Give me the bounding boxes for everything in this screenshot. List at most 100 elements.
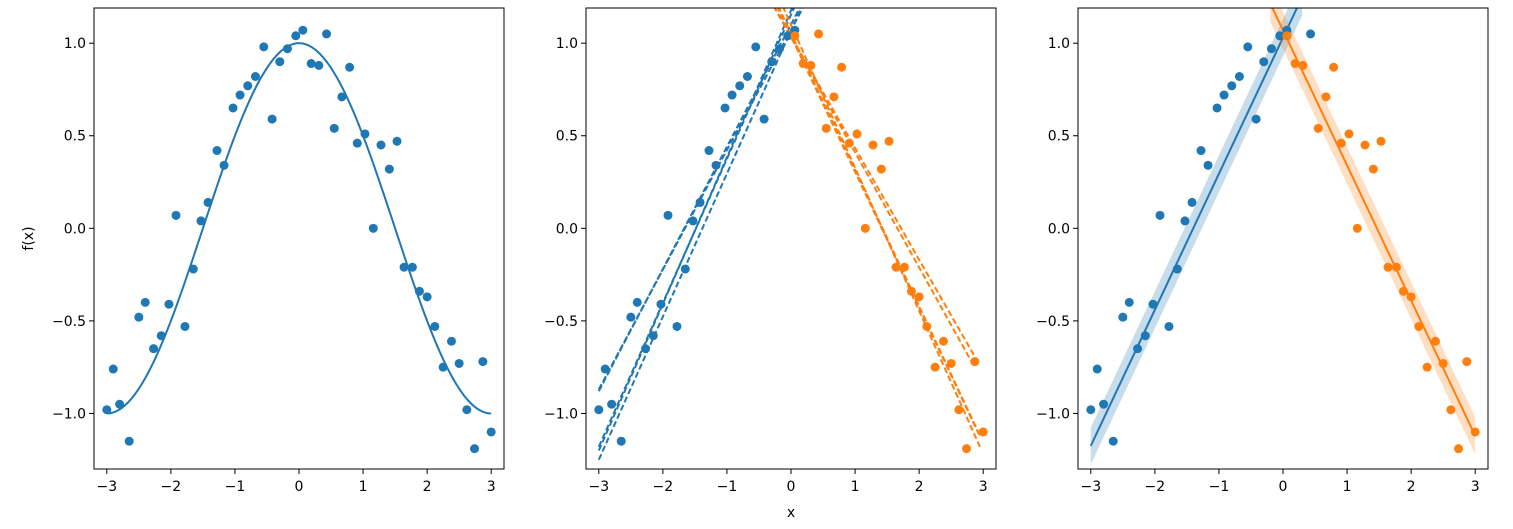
fit-line-0 — [1089, 8, 1299, 447]
left-panel: −3 −2 −1 0 1 2 3 −1.0 −0.5 0.0 0.5 1.0 f(x) — [21, 7, 505, 495]
data-point-36 — [384, 164, 394, 174]
data-point-0-21 — [759, 114, 769, 124]
data-point-7 — [156, 331, 166, 341]
data-point-1-3 — [814, 29, 824, 39]
data-point-0-23 — [1266, 44, 1276, 54]
data-point-0-26 — [1306, 29, 1316, 39]
data-point-31 — [345, 62, 355, 72]
cosine-curve — [106, 42, 492, 415]
data-point-44 — [446, 336, 456, 346]
x-axis-label: x — [787, 505, 795, 521]
data-point-18 — [243, 81, 253, 91]
y-tick-label-2: 0.0 — [1048, 221, 1070, 237]
data-point-0-9 — [1155, 210, 1165, 220]
x-tick-label-2: −1 — [717, 479, 738, 495]
axes-frame — [93, 7, 505, 470]
y-tick-label-0: −1.0 — [544, 406, 578, 422]
data-point-1-13 — [1391, 262, 1401, 272]
data-point-0-13 — [695, 197, 705, 207]
data-point-24 — [291, 31, 301, 41]
data-point-0-23 — [774, 44, 784, 54]
data-point-0-12 — [688, 216, 698, 226]
confidence-band-0 — [1090, 8, 1303, 465]
data-point-0-15 — [1203, 160, 1213, 170]
data-point-1-11 — [876, 164, 886, 174]
data-point-46 — [462, 405, 472, 415]
data-point-37 — [392, 136, 402, 146]
x-tick-label-0: −3 — [96, 479, 117, 495]
data-point-8 — [164, 299, 174, 309]
data-point-0-22 — [1259, 57, 1269, 67]
data-point-0-3 — [1108, 436, 1118, 446]
data-point-0-18 — [1227, 81, 1237, 91]
x-tick-label-5: 2 — [915, 479, 924, 495]
x-tick-label-5: 2 — [1407, 479, 1416, 495]
data-point-1-1 — [1290, 59, 1300, 69]
data-point-0-6 — [1133, 344, 1143, 354]
x-tick-label-3: 0 — [787, 479, 796, 495]
data-point-23 — [282, 44, 292, 54]
data-point-1-10 — [1368, 164, 1378, 174]
data-point-1-22 — [962, 444, 972, 454]
data-point-1-16 — [914, 292, 924, 302]
data-point-1-17 — [1422, 362, 1432, 372]
data-point-15 — [219, 160, 229, 170]
data-point-47 — [470, 444, 480, 454]
data-point-0-11 — [680, 264, 690, 274]
data-point-11 — [188, 264, 198, 274]
data-point-1-19 — [938, 336, 948, 346]
x-tick-label-1: −2 — [161, 479, 182, 495]
middle-panel: −3 −2 −1 0 1 2 3 −1.0 −0.5 0.0 0.5 1.0 x — [544, 7, 997, 521]
plot-area — [594, 8, 988, 461]
dashed-line-0-2 — [597, 8, 796, 448]
data-point-21 — [267, 114, 277, 124]
data-point-1-21 — [954, 405, 964, 415]
data-point-1-9 — [1360, 140, 1370, 150]
data-point-0-24 — [1275, 31, 1285, 41]
data-point-3 — [124, 436, 134, 446]
dashed-line-0-4 — [597, 8, 803, 461]
y-tick-label-1: −0.5 — [1036, 314, 1070, 330]
data-point-0-16 — [720, 103, 730, 113]
data-point-0-18 — [735, 81, 745, 91]
data-point-0-0 — [594, 405, 604, 415]
data-point-6 — [149, 344, 159, 354]
data-point-1 — [108, 364, 118, 374]
data-point-34 — [368, 223, 378, 233]
data-point-1-15 — [906, 286, 916, 296]
data-point-1-3 — [1313, 123, 1323, 133]
data-point-16 — [228, 103, 238, 113]
data-point-1-17 — [922, 321, 932, 331]
data-point-0-14 — [704, 146, 714, 156]
data-point-1-4 — [1321, 92, 1331, 102]
data-point-0-2 — [1099, 399, 1109, 409]
data-point-42 — [430, 321, 440, 331]
x-tick-label-4: 1 — [1343, 479, 1352, 495]
data-point-20 — [259, 42, 269, 52]
data-point-0-21 — [1251, 114, 1261, 124]
data-point-13 — [203, 197, 213, 207]
data-point-0-12 — [1180, 216, 1190, 226]
y-tick-label-1: −0.5 — [52, 314, 86, 330]
y-tick-label-3: 0.5 — [556, 129, 578, 145]
data-point-1-4 — [821, 123, 831, 133]
data-point-10 — [180, 321, 190, 331]
data-point-26 — [306, 59, 316, 69]
data-point-1-7 — [1344, 129, 1354, 139]
data-point-1-21 — [1454, 444, 1464, 454]
data-point-0-8 — [1148, 299, 1158, 309]
data-point-1-23 — [1470, 427, 1480, 437]
data-point-1-5 — [1329, 62, 1339, 72]
data-point-0-7 — [1140, 331, 1150, 341]
data-point-1-5 — [829, 92, 839, 102]
data-point-0-24 — [783, 31, 793, 41]
data-point-1-1 — [798, 59, 808, 69]
data-point-0-0 — [1086, 405, 1096, 415]
x-tick-label-4: 1 — [359, 479, 368, 495]
data-point-0-20 — [1243, 42, 1253, 52]
data-point-0-19 — [1234, 72, 1244, 82]
data-point-1-18 — [930, 362, 940, 372]
data-point-32 — [352, 138, 362, 148]
data-point-0-15 — [711, 160, 721, 170]
